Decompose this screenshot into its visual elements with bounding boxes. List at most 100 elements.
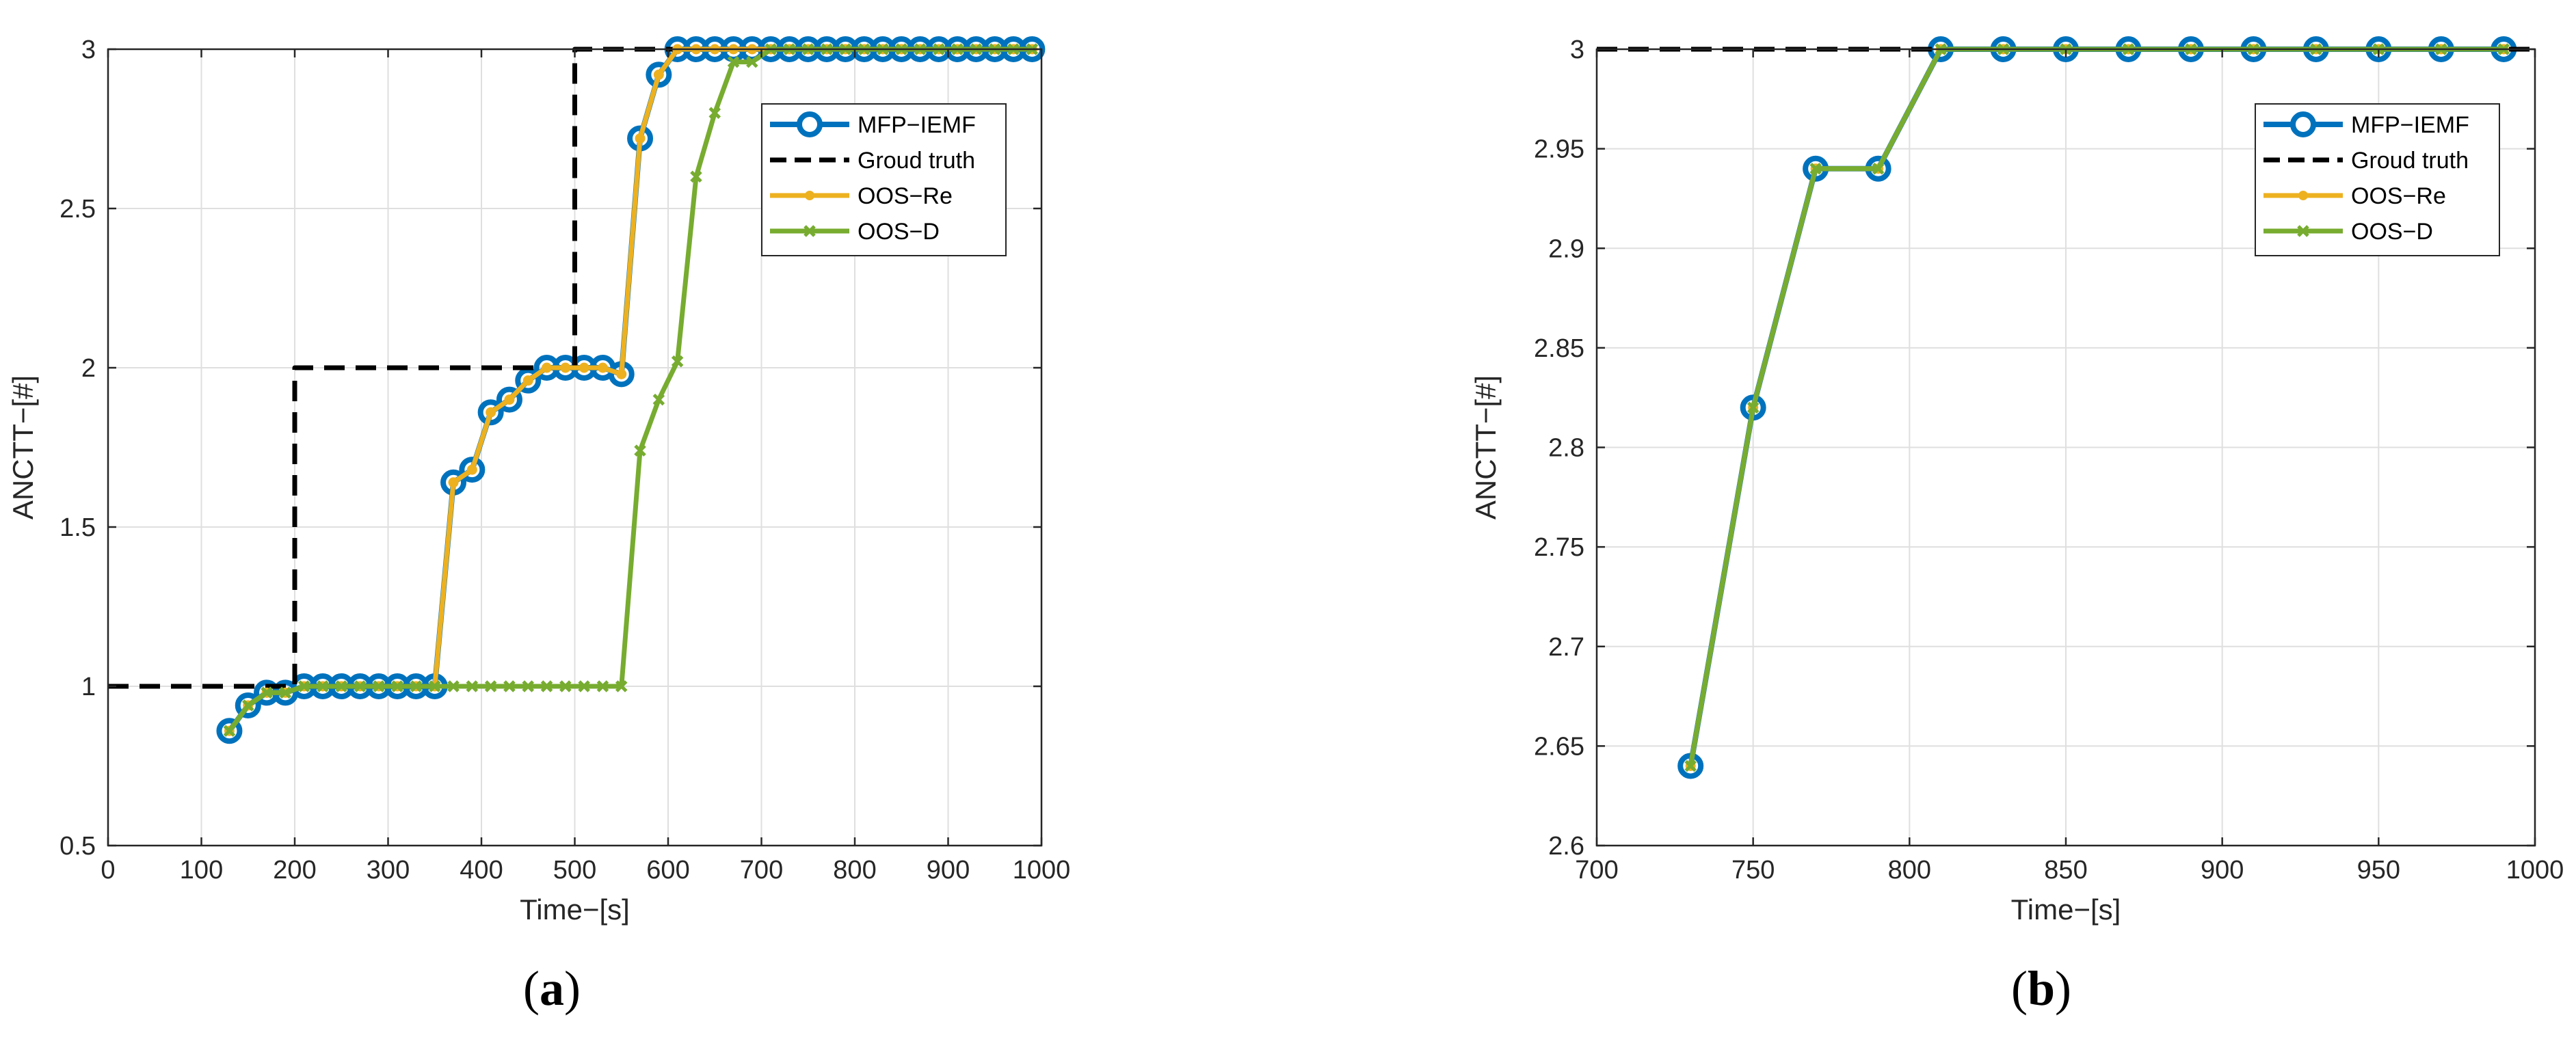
data-point	[459, 457, 486, 483]
y-tick-label: 2.85	[1534, 334, 1584, 363]
data-point	[223, 725, 236, 738]
legend-marker	[2290, 111, 2316, 137]
x-tick-label: 700	[740, 856, 783, 885]
data-point	[646, 62, 672, 88]
chart-panel-a: 0 100 200 300 400 500 600 700 800 900 1000 0.5 1 1.5 2…	[7, 36, 1070, 926]
x-axis-label: Time−[s]	[520, 893, 630, 926]
x-tick-label: 850	[2044, 856, 2087, 885]
x-tick-label: 750	[1731, 856, 1775, 885]
x-tick-label: 800	[1888, 856, 1931, 885]
data-point	[496, 386, 522, 413]
data-point	[335, 680, 348, 692]
x-tick-label: 900	[2201, 856, 2244, 885]
x-axis-label: Time−[s]	[2011, 893, 2121, 926]
data-point	[279, 686, 292, 699]
data-point	[596, 680, 609, 692]
data-point	[635, 133, 646, 144]
y-tick-label: 2.7	[1548, 633, 1584, 662]
data-point	[448, 477, 459, 488]
legend-marker	[2297, 225, 2309, 237]
legend-marker	[805, 191, 814, 200]
y-tick-label: 2.75	[1534, 533, 1584, 562]
x-tick-label: 1000	[2506, 856, 2564, 885]
chart-panel-b: 700 750 800 850 900 950 1000 2.6 2.65 2.7 2.75 2.8 2…	[1470, 36, 2564, 926]
data-point	[391, 680, 403, 692]
data-point	[261, 686, 273, 699]
data-point	[486, 407, 496, 418]
data-point	[1747, 401, 1760, 414]
data-point	[616, 368, 627, 379]
y-tick-label: 3	[81, 36, 96, 64]
y-tick-label: 2.5	[59, 195, 96, 224]
y-axis-label: ANCTT−[#]	[7, 375, 39, 520]
legend-marker	[797, 111, 823, 137]
x-tick-label: 0	[101, 856, 115, 885]
data-point	[671, 355, 684, 368]
data-point	[579, 362, 589, 373]
data-point	[1809, 162, 1822, 175]
x-tick-label: 800	[833, 856, 876, 885]
legend-label: Groud truth	[2351, 148, 2469, 174]
data-point	[727, 55, 740, 68]
y-tick-label: 2	[81, 354, 96, 383]
data-point	[515, 367, 542, 394]
y-tick-label: 0.5	[59, 832, 96, 861]
x-tick-label: 950	[2357, 856, 2400, 885]
x-tick-label: 700	[1575, 856, 1618, 885]
data-point	[484, 680, 497, 692]
x-tick-label: 200	[273, 856, 316, 885]
data-point	[653, 69, 664, 80]
y-tick-label: 2.8	[1548, 434, 1584, 463]
y-tick-label: 2.6	[1548, 832, 1584, 861]
legend-label: OOS−Re	[858, 183, 953, 209]
x-tick-label: 400	[460, 856, 503, 885]
data-point	[540, 680, 553, 692]
data-point	[466, 680, 479, 692]
legend: MFP−IEMF Groud truth OOS−Re OOS−D	[2255, 103, 2500, 256]
y-tick-label: 2.9	[1548, 234, 1584, 263]
data-point	[503, 680, 516, 692]
y-tick-label: 2.95	[1534, 135, 1584, 164]
data-point	[615, 680, 628, 692]
data-point	[235, 692, 261, 718]
data-point	[297, 680, 310, 692]
data-point	[560, 362, 571, 373]
data-point	[522, 375, 533, 386]
y-tick-label: 2.65	[1534, 732, 1584, 761]
x-tick-label: 600	[646, 856, 689, 885]
legend-label: OOS−D	[858, 219, 940, 245]
data-point	[522, 680, 535, 692]
data-point	[746, 55, 758, 68]
legend-label: Groud truth	[858, 148, 975, 174]
legend-label: OOS−D	[2351, 219, 2433, 245]
panel-label-a: (a)	[523, 961, 581, 1016]
data-point	[652, 393, 665, 406]
y-tick-label: 1	[81, 673, 96, 701]
data-point	[1684, 759, 1697, 772]
legend-marker	[804, 225, 816, 237]
data-point	[559, 680, 572, 692]
legend-marker	[2298, 191, 2308, 200]
data-point	[428, 680, 441, 692]
x-tick-label: 100	[180, 856, 223, 885]
y-tick-label: 3	[1570, 36, 1584, 64]
data-point	[354, 680, 367, 692]
data-point	[317, 680, 329, 692]
data-point	[1872, 162, 1885, 175]
data-point	[466, 464, 477, 475]
y-axis-label: ANCTT−[#]	[1470, 375, 1502, 520]
data-point	[542, 362, 553, 373]
data-point	[690, 170, 702, 183]
legend: MFP−IEMF Groud truth OOS−Re OOS−D	[761, 103, 1007, 256]
data-point	[477, 399, 504, 426]
data-point	[447, 680, 460, 692]
y-tick-label: 1.5	[59, 513, 96, 542]
x-tick-label: 900	[927, 856, 970, 885]
legend-label: OOS−Re	[2351, 183, 2446, 209]
data-point	[241, 699, 254, 712]
data-point	[578, 680, 590, 692]
panel-label-b: (b)	[2010, 961, 2071, 1016]
panel-label-b-letter: b	[2027, 961, 2056, 1016]
data-point	[597, 362, 608, 373]
